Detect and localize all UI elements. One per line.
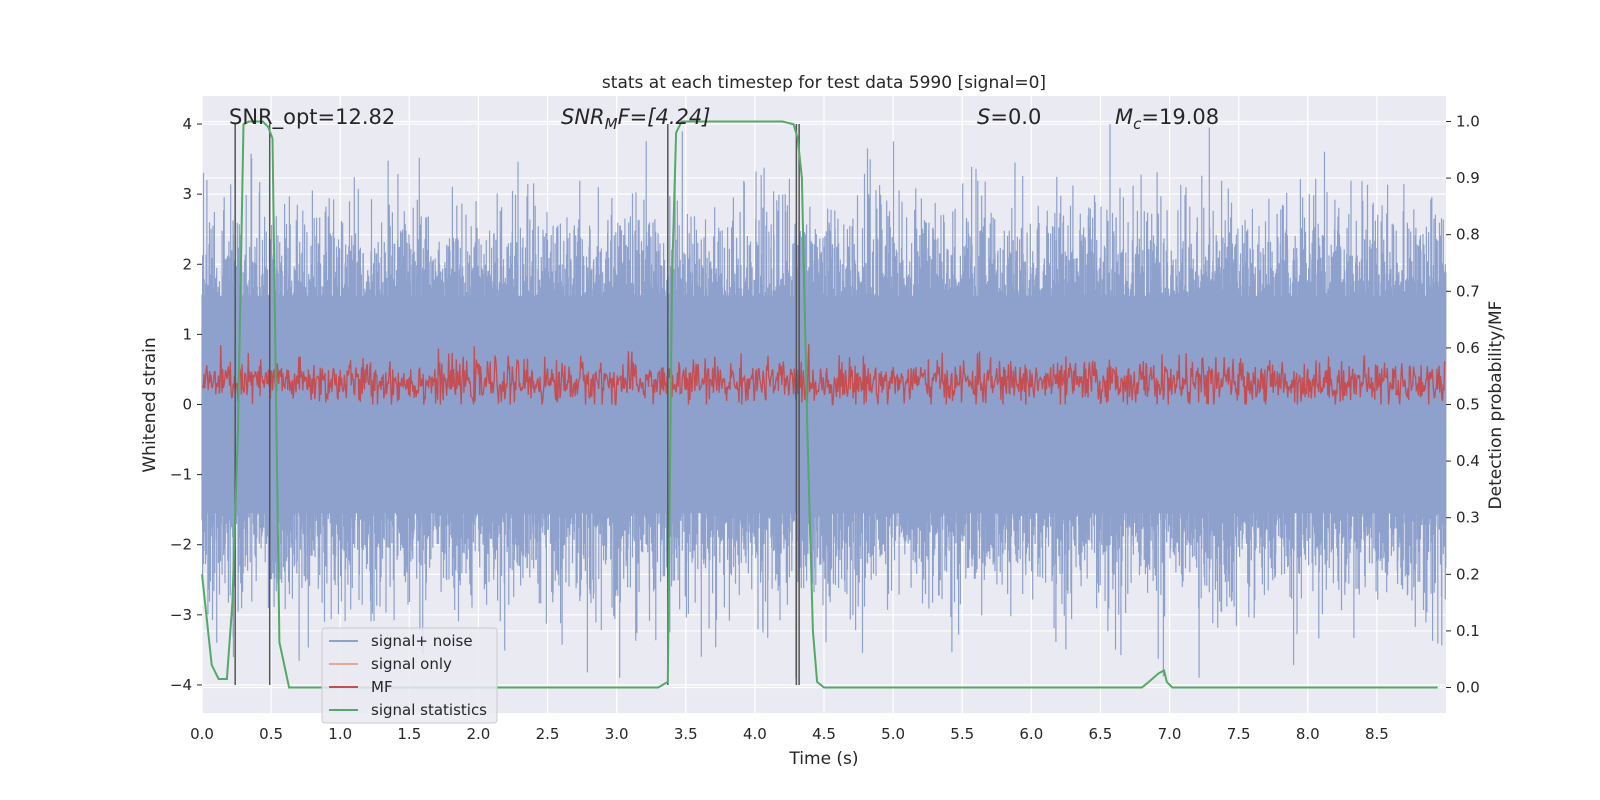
x-tick-label: 4.5 [812,725,836,743]
y-right-axis-label: Detection probability/MF [1486,301,1506,510]
x-tick-label: 1.0 [328,725,352,743]
legend: signal+ noise signal only MF signal stat… [321,627,498,724]
y-right-tick-label: 0.0 [1456,679,1480,697]
x-tick-label: 0.0 [190,725,214,743]
annotation-s: S=0.0 [977,105,1041,129]
y-right-tick-label: 1.0 [1456,112,1480,130]
y-tick-label: −4 [170,676,192,694]
signal-statistics-line [201,120,1438,689]
y-tick-label: −2 [170,536,192,554]
x-tick-label: 2.5 [536,725,560,743]
annotation-snr-opt: SNR_opt=12.82 [229,105,395,130]
legend-label-signal-statistics: signal statistics [371,701,487,719]
x-tick-label: 6.0 [1019,725,1043,743]
x-tick-label: 5.0 [881,725,905,743]
x-tick-label: 7.5 [1227,725,1251,743]
y-tick-label: −3 [170,606,192,624]
x-tick-label: 8.0 [1296,725,1320,743]
y-axis-label: Whitened strain [140,337,160,472]
legend-label-mf: MF [371,678,393,696]
y-right-tick-label: 0.6 [1456,339,1480,357]
y-tick-label: 3 [182,185,192,203]
chart-title: stats at each timestep for test data 599… [602,73,1046,93]
legend-box [321,627,498,724]
series-mf [201,344,1446,406]
annotation-snr-mf-rest: F=[4.24] [618,105,711,129]
x-tick-label: 3.5 [674,725,698,743]
y-right-tick-label: 0.2 [1456,565,1480,583]
y-tick-labels: 4 3 2 1 0 −1 −2 −3 −4 [170,115,202,694]
y-right-tick-label: 0.3 [1456,509,1480,527]
x-tick-label: 8.5 [1365,725,1389,743]
series-signal-statistics [201,120,1438,689]
x-tick-label: 5.5 [950,725,974,743]
annotation-s-rest: =0.0 [990,105,1041,129]
y-right-tick-label: 0.9 [1456,169,1480,187]
legend-label-signal-only: signal only [371,655,452,673]
y-tick-label: −1 [170,466,192,484]
y-tick-label: 1 [182,325,192,343]
mf-trace [201,344,1446,406]
vertical-markers [234,124,800,685]
annotation-snr-mf: SNRMF=[4.24] [561,105,710,133]
y-right-tick-label: 0.1 [1456,622,1480,640]
annotation-mc-main: M [1115,105,1133,129]
x-tick-label: 4.0 [743,725,767,743]
annotation-s-main: S [977,105,990,129]
y-tick-label: 4 [182,115,192,133]
legend-label-signal-noise: signal+ noise [371,632,473,650]
annotation-snr-mf-main: SNR [561,105,605,129]
x-tick-label: 7.0 [1158,725,1182,743]
x-tick-label: 6.5 [1089,725,1113,743]
x-tick-labels: 0.0 0.5 1.0 1.5 2.0 2.5 3.0 3.5 4.0 4.5 5.0 5.5 6.0 6… [190,725,1389,743]
x-tick-label: 3.0 [605,725,629,743]
x-axis-label: Time (s) [788,749,858,769]
annotation-mc-rest: =19.08 [1141,105,1219,129]
y-right-tick-labels: 1.0 0.9 0.8 0.7 0.6 0.5 0.4 0.3 0.2 0.1 0.0 [1446,112,1480,697]
y-tick-label: 0 [182,396,192,414]
x-tick-label: 2.0 [467,725,491,743]
annotation-mc: Mc=19.08 [1115,105,1219,133]
y-right-tick-label: 0.5 [1456,396,1480,414]
y-right-tick-label: 0.8 [1456,226,1480,244]
x-tick-label: 1.5 [397,725,421,743]
y-right-tick-label: 0.7 [1456,282,1480,300]
y-tick-label: 2 [182,255,192,273]
annotation-snr-mf-sub: M [605,115,618,133]
annotation-mc-sub: c [1133,115,1142,133]
y-right-tick-label: 0.4 [1456,452,1480,470]
x-tick-label: 0.5 [259,725,283,743]
